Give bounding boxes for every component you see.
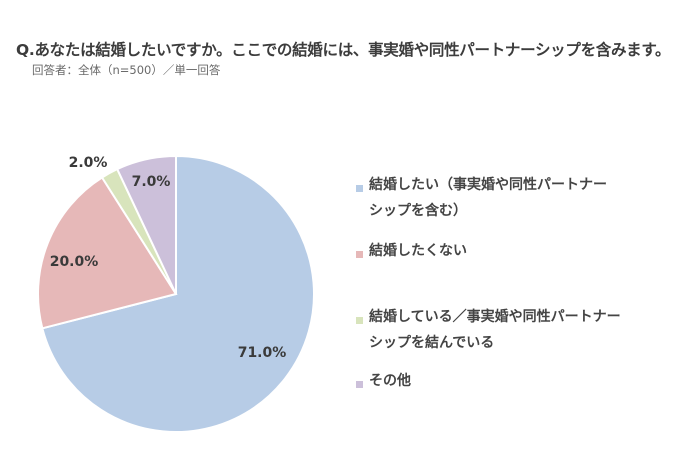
legend-label-3: その他 bbox=[369, 368, 669, 394]
legend-swatch-3 bbox=[356, 381, 363, 388]
chart-subtitle: 回答者：全体（n=500）／単一回答 bbox=[32, 63, 221, 77]
legend-item-2: 結婚している／事実婚や同性パートナー シップを結んでいる bbox=[356, 309, 669, 356]
legend-label-line: シップを結んでいる bbox=[369, 335, 495, 351]
pie-slice-1 bbox=[37, 176, 178, 330]
legend-swatch-1 bbox=[356, 251, 363, 258]
pie-slice-3 bbox=[115, 154, 177, 295]
slice-data-label-0: 71.0% bbox=[238, 345, 287, 361]
legend-swatch-0 bbox=[356, 185, 363, 192]
legend-label-0: 結婚したい（事実婚や同性パートナー シップを含む） bbox=[369, 172, 669, 224]
chart-title: Q.あなたは結婚したいですか。ここでの結婚には、事実婚や同性パートナーシップを含… bbox=[16, 41, 671, 59]
legend-label-1: 結婚したくない bbox=[369, 238, 669, 264]
legend-label-line: 結婚している／事実婚や同性パートナー bbox=[369, 309, 621, 325]
slice-data-label-1: 20.0% bbox=[50, 254, 99, 270]
legend-item-3: その他 bbox=[356, 373, 669, 394]
pie-slice-0 bbox=[41, 154, 315, 433]
slice-data-label-3: 7.0% bbox=[132, 174, 171, 190]
legend-label-2: 結婚している／事実婚や同性パートナー シップを結んでいる bbox=[369, 304, 669, 356]
legend-swatch-2 bbox=[356, 317, 363, 324]
slice-data-label-2: 2.0% bbox=[69, 155, 108, 171]
legend-label-line: シップを含む） bbox=[369, 203, 467, 219]
legend-item-1: 結婚したくない bbox=[356, 243, 669, 264]
legend-item-0: 結婚したい（事実婚や同性パートナー シップを含む） bbox=[356, 177, 669, 224]
legend-label-line: 結婚したい（事実婚や同性パートナー bbox=[369, 177, 607, 193]
legend-label-line: 結婚したくない bbox=[369, 243, 467, 259]
legend-label-line: その他 bbox=[369, 373, 411, 389]
